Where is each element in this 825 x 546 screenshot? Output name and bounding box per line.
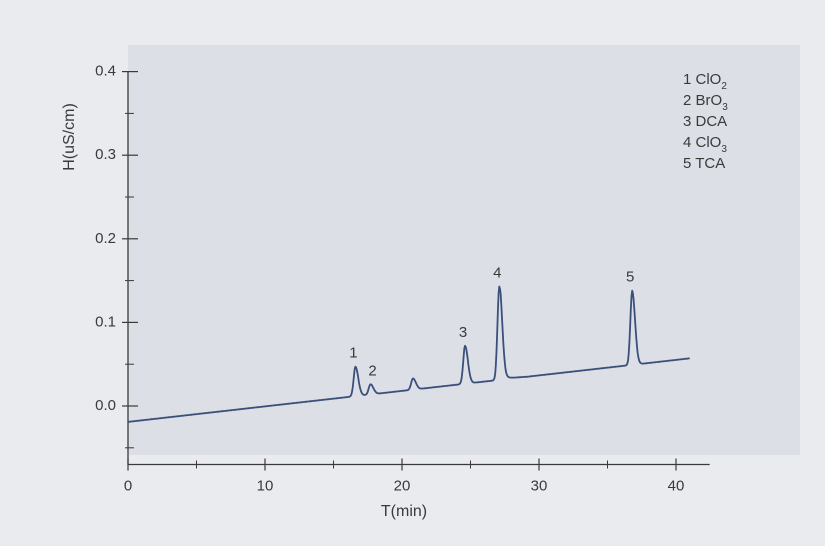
legend-entry: 3 DCA: [683, 113, 727, 130]
legend-number: 5: [683, 155, 695, 172]
y-axis-title: H(uS/cm): [61, 103, 78, 171]
y-tick-label: 0.4: [95, 63, 116, 80]
legend-label: ClO: [696, 134, 722, 151]
chart-marks: 12 3 4 5: [127, 264, 690, 423]
legend-label: DCA: [696, 113, 728, 130]
chromatogram-line: [127, 285, 690, 423]
legend-number: 3: [683, 113, 696, 130]
peak-label-3: 3: [459, 324, 467, 341]
peak-label-1: 1: [349, 345, 357, 362]
peak-label-4: 4: [493, 264, 501, 281]
legend-text: 5 TCA: [683, 155, 725, 172]
legend-entry: 4 ClO3: [683, 134, 727, 155]
legend-label: BrO: [696, 92, 723, 109]
legend-text: 3 DCA: [683, 113, 727, 130]
legend-text: 2 BrO3: [683, 92, 728, 113]
y-tick-label: 0.3: [95, 146, 116, 163]
legend-entry: 5 TCA: [683, 155, 725, 172]
legend-subscript: 2: [721, 81, 727, 92]
legend-number: 2: [683, 92, 696, 109]
legend-label: TCA: [695, 155, 725, 172]
axes: 0.0 0.1 0.2 0.3 0.4 0 10 20 30 40: [95, 63, 710, 495]
legend-text: 4 ClO3: [683, 134, 727, 155]
legend-subscript: 3: [722, 102, 728, 113]
x-tick-label: 20: [394, 478, 411, 495]
legend-entry: 1 ClO2: [683, 71, 727, 92]
legend-entry: 2 BrO3: [683, 92, 728, 113]
x-tick-label: 0: [124, 478, 132, 495]
legend-number: 4: [683, 134, 696, 151]
x-axis-title: T(min): [381, 503, 427, 520]
legend-subscript: 3: [721, 144, 727, 155]
plot-panel: [128, 45, 800, 455]
legend-text: 1 ClO2: [683, 71, 727, 92]
peak-label-2: 2: [368, 362, 376, 379]
x-tick-label: 40: [668, 478, 685, 495]
x-tick-label: 10: [257, 478, 274, 495]
peak-label-5: 5: [626, 269, 634, 286]
y-tick-label: 0.0: [95, 397, 116, 414]
legend-label: ClO: [696, 71, 722, 88]
y-tick-label: 0.1: [95, 313, 116, 330]
y-tick-label: 0.2: [95, 230, 116, 247]
x-tick-label: 30: [531, 478, 548, 495]
legend-number: 1: [683, 71, 696, 88]
